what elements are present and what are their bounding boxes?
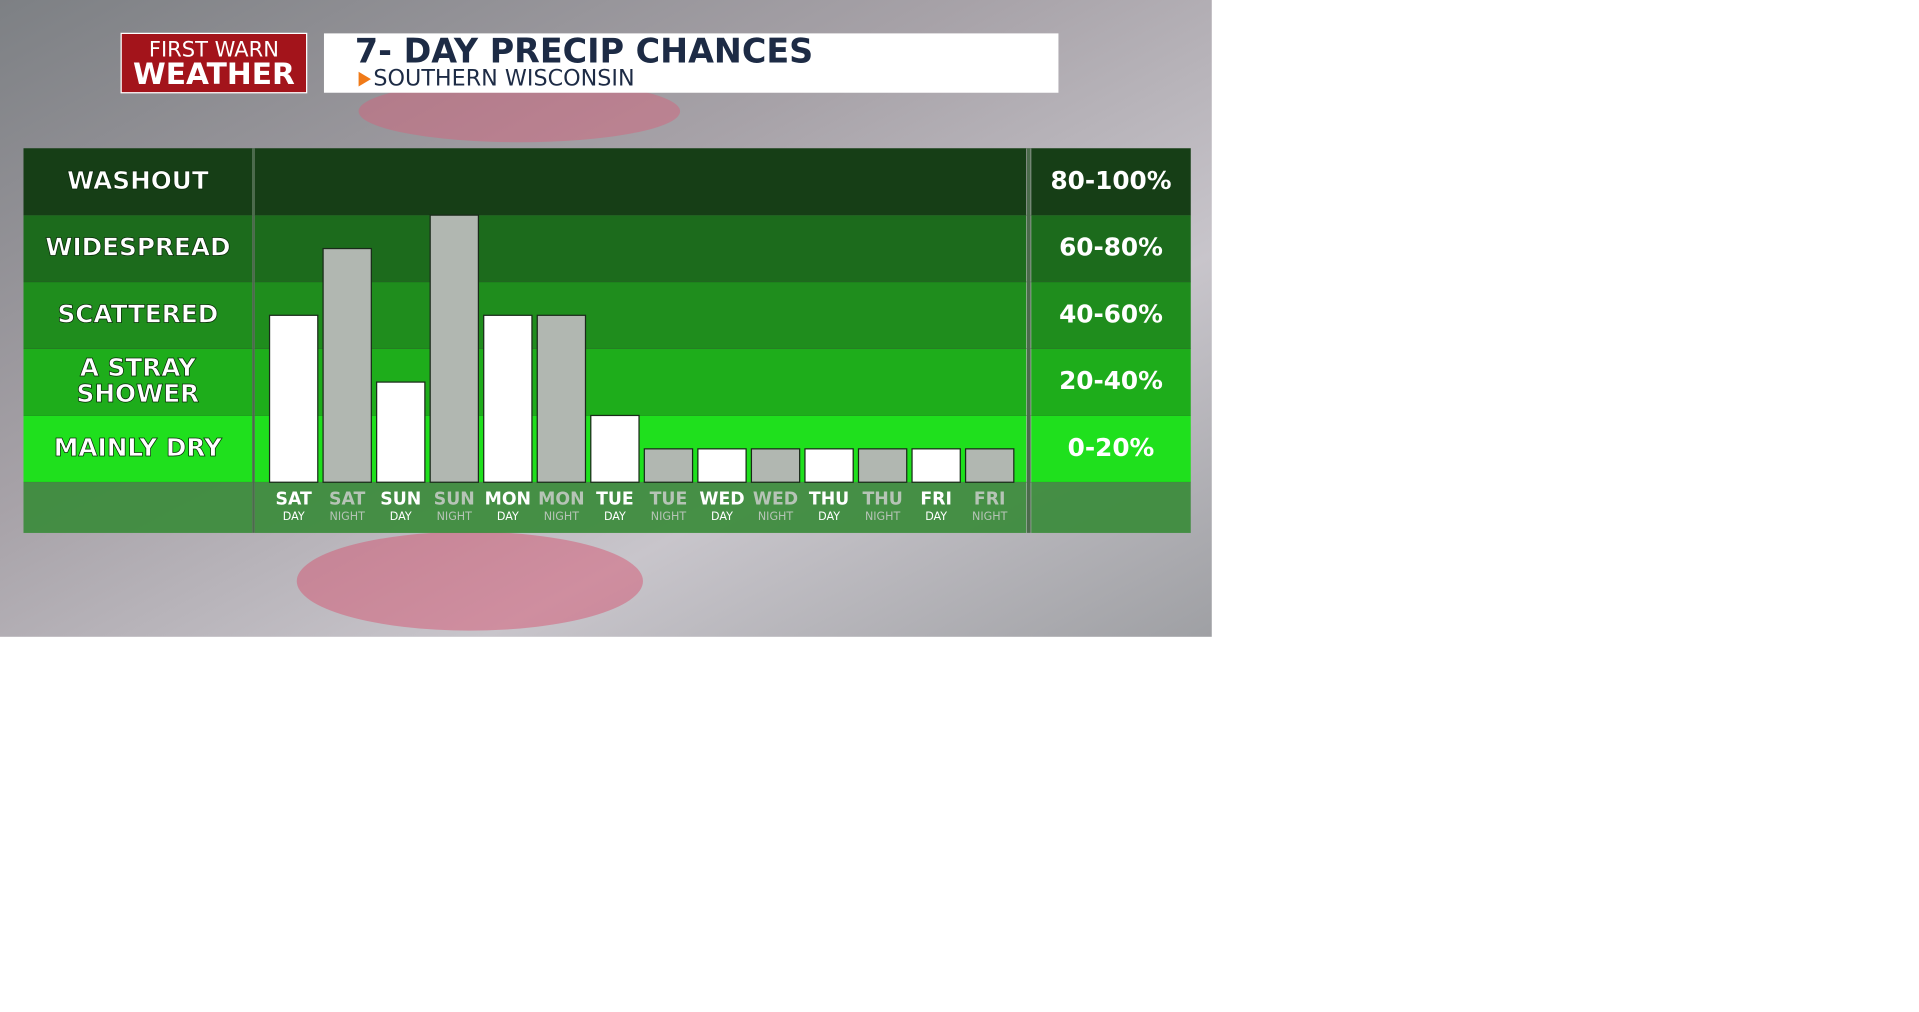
band-label: MAINLY DRY — [54, 433, 223, 462]
band — [23, 348, 253, 416]
band — [1031, 148, 1191, 216]
bar — [804, 448, 854, 483]
bar — [697, 448, 747, 483]
label-strip — [23, 482, 253, 533]
x-tick-sublabel: DAY — [818, 510, 840, 523]
range-label: 80-100% — [1050, 166, 1171, 195]
bar — [376, 381, 426, 483]
band — [254, 281, 1027, 349]
band-label: WIDESPREAD — [45, 233, 230, 262]
band-label: WASHOUT — [67, 166, 209, 195]
x-tick-sublabel: NIGHT — [758, 510, 794, 523]
bar — [483, 314, 533, 483]
graphic: FIRST WARN WEATHER 7- DAY PRECIP CHANCES… — [0, 0, 1212, 637]
band — [1031, 281, 1191, 349]
chart-title: 7- DAY PRECIP CHANCES — [355, 32, 813, 71]
bar — [322, 247, 372, 483]
band — [23, 415, 253, 483]
band-label: A STRAY — [80, 353, 197, 382]
x-tick-label: SAT — [329, 490, 366, 510]
band — [1031, 215, 1191, 282]
label-strip — [1031, 482, 1191, 533]
logo — [120, 32, 308, 94]
x-tick-label: SAT — [276, 490, 313, 510]
x-tick-label: FRI — [920, 490, 952, 510]
label-strip — [254, 482, 1027, 533]
x-tick-sublabel: DAY — [604, 510, 626, 523]
bar — [590, 414, 640, 483]
x-tick-sublabel: DAY — [390, 510, 412, 523]
x-tick-label: WED — [753, 490, 798, 510]
band — [23, 281, 253, 349]
band — [23, 148, 253, 216]
arrow-icon — [358, 71, 371, 87]
x-tick-label: TUE — [596, 490, 634, 510]
x-tick-sublabel: DAY — [497, 510, 519, 523]
bar — [536, 314, 587, 483]
x-tick-label: WED — [699, 490, 744, 510]
x-tick-sublabel: NIGHT — [544, 510, 580, 523]
bar — [750, 448, 801, 483]
logo-line: WEATHER — [133, 56, 295, 91]
range-label: 60-80% — [1059, 233, 1163, 262]
x-tick-label: MON — [485, 490, 531, 510]
x-tick-label: FRI — [974, 490, 1006, 510]
x-tick-sublabel: DAY — [925, 510, 947, 523]
x-tick-sublabel: NIGHT — [651, 510, 687, 523]
x-tick-label: SUN — [380, 490, 421, 510]
chart-subtitle: SOUTHERN WISCONSIN — [373, 66, 634, 92]
band-label: SCATTERED — [57, 299, 218, 328]
band — [1031, 348, 1191, 416]
x-tick-label: THU — [862, 490, 902, 510]
x-tick-sublabel: NIGHT — [330, 510, 366, 523]
band — [254, 215, 1027, 282]
range-label: 0-20% — [1068, 433, 1155, 462]
background-blur — [358, 80, 681, 143]
background-blur — [296, 531, 643, 631]
range-label: 40-60% — [1059, 299, 1163, 328]
x-tick-label: SUN — [434, 490, 475, 510]
x-tick-label: MON — [538, 490, 584, 510]
title-box — [323, 33, 1059, 93]
bar — [268, 314, 319, 483]
bar — [429, 214, 480, 483]
x-tick-sublabel: NIGHT — [972, 510, 1008, 523]
band — [1031, 415, 1191, 483]
band — [254, 148, 1027, 216]
bar — [911, 448, 961, 483]
x-tick-label: TUE — [650, 490, 688, 510]
bar — [857, 448, 908, 483]
logo-line: FIRST WARN — [149, 37, 279, 62]
range-label: 20-40% — [1059, 366, 1163, 395]
x-tick-sublabel: DAY — [283, 510, 305, 523]
band-label: SHOWER — [77, 379, 200, 408]
x-tick-sublabel: NIGHT — [437, 510, 473, 523]
x-tick-label: THU — [809, 490, 849, 510]
x-tick-sublabel: DAY — [711, 510, 733, 523]
band — [23, 215, 253, 282]
bar — [643, 448, 694, 483]
x-tick-sublabel: NIGHT — [865, 510, 901, 523]
bar — [964, 448, 1015, 483]
